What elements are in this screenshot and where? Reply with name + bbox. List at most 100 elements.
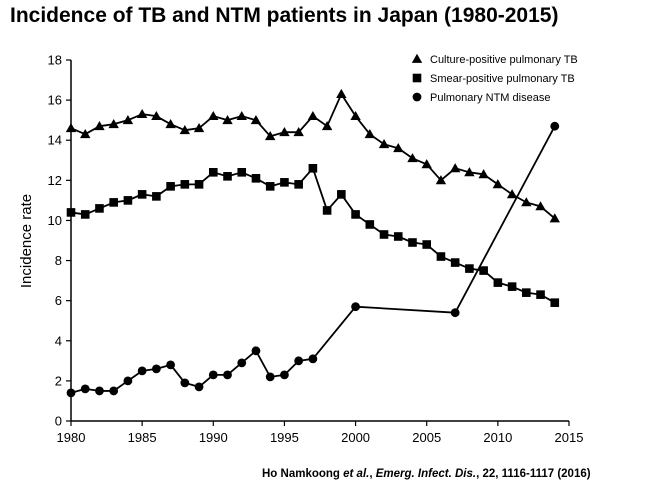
data-point [236,110,247,121]
data-point [165,118,176,129]
data-point [265,372,275,382]
data-point [193,122,205,133]
data-point [307,110,319,121]
data-point [421,159,432,169]
x-tick-label: 1990 [199,430,228,445]
data-point [109,386,119,396]
data-point [152,192,161,201]
data-point [95,386,104,396]
data-point [265,182,275,191]
data-point [435,175,447,185]
data-point [80,129,91,139]
data-point [536,290,545,299]
series-square [66,164,560,307]
data-point [351,302,360,312]
data-point [378,139,390,149]
data-point [65,122,77,133]
data-point [137,366,147,376]
legend-entry: Pulmonary NTM disease [430,92,550,104]
data-point [521,197,532,207]
data-point [308,164,318,173]
y-tick-label: 6 [55,293,62,308]
data-point [66,388,76,398]
data-point [80,384,90,394]
data-point [464,167,475,177]
data-point [208,168,218,177]
y-tick-label: 12 [48,173,62,188]
data-point [535,201,546,211]
data-point [337,190,346,199]
data-point [94,120,105,131]
data-point [194,180,204,189]
data-point [336,88,347,98]
chart-axes: 0 2 4 6 8 10 12 14 16 18 1980 1985 1990 1995 2000 2005 2… [48,53,584,446]
legend-marker [412,92,422,102]
data-point [322,206,332,215]
data-point [66,208,76,217]
series-circle [66,121,560,398]
x-tick-label: 2010 [483,430,512,445]
citation-author: Ho Namkoong [262,468,344,480]
data-point [166,182,175,191]
data-point [280,178,289,187]
data-point [251,346,261,356]
data-point [365,220,375,229]
data-point [237,168,247,177]
data-point [194,382,204,392]
data-point [522,288,531,297]
citation-etal: et al. [343,468,370,480]
data-point [351,210,360,219]
y-tick-label: 14 [48,133,62,148]
data-point [293,127,304,137]
data-point [493,278,503,287]
data-point [492,179,504,189]
data-point [179,124,191,135]
data-point [294,180,303,189]
y-axis-label: Incidence rate [18,194,35,288]
data-point [180,378,190,388]
data-point [450,258,460,267]
data-point [294,356,304,366]
data-point [478,169,489,179]
chart-series [65,88,560,398]
data-point [265,131,276,141]
data-point [237,358,247,368]
data-point [550,298,560,307]
y-tick-label: 0 [55,414,62,429]
data-point [393,232,403,241]
x-tick-label: 1995 [270,430,299,445]
data-point [549,213,560,223]
legend-marker [412,73,422,83]
data-point [122,114,134,125]
y-tick-label: 16 [48,93,62,108]
data-point [80,210,90,219]
data-point [95,204,104,213]
chart-title: Incidence of TB and NTM patients in Japa… [10,4,559,27]
data-point [379,230,389,239]
data-point [479,266,488,275]
citation: Ho Namkoong et al., Emerg. Infect. Dis.,… [262,468,591,480]
series-line [70,167,556,304]
y-tick-label: 10 [48,213,62,228]
data-point [123,376,133,386]
data-point [364,129,375,139]
legend-marker [411,53,423,63]
data-point [393,143,404,153]
data-point [222,114,233,125]
data-point [123,196,133,205]
legend-entry: Smear-positive pulmonary TB [430,73,575,85]
data-point [250,114,262,125]
citation-journal: Emerg. Infect. Dis. [375,468,477,480]
y-tick-label: 4 [55,333,62,348]
data-point [465,264,474,273]
data-point [408,238,417,247]
citation-details: 22, 1116-1117 (2016) [479,468,591,480]
data-point [507,282,517,291]
x-tick-label: 2015 [555,430,584,445]
data-point [223,172,232,181]
data-point [449,163,461,173]
data-point [108,118,119,129]
data-point [180,180,190,189]
y-tick-label: 8 [55,253,62,268]
